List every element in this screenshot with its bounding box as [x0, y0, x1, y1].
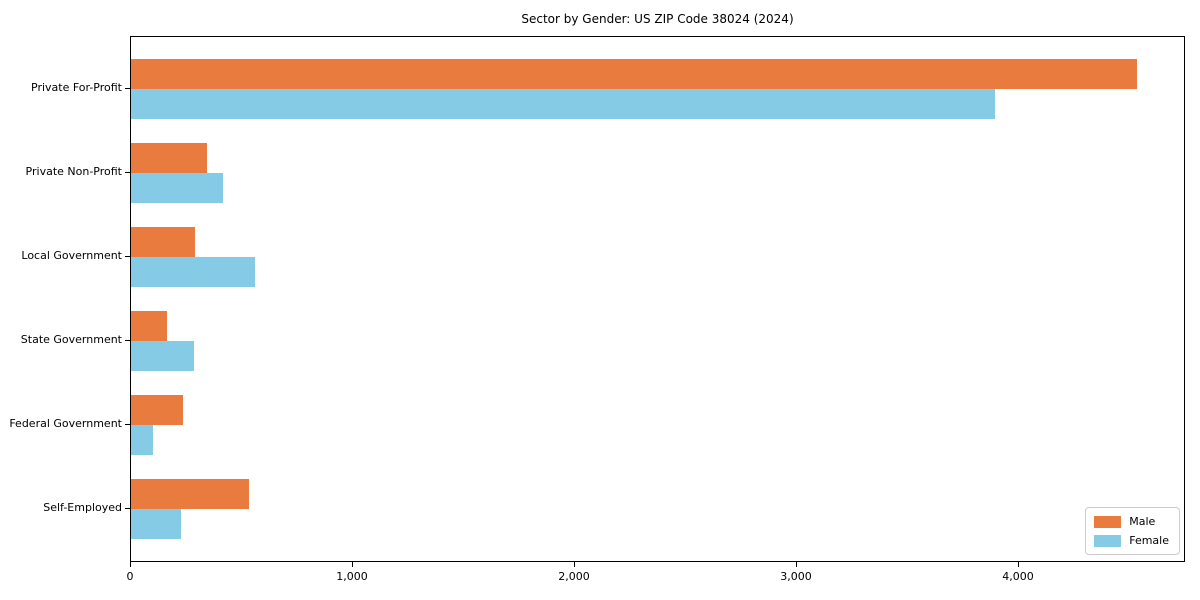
- ytick-label: Private Non-Profit: [25, 165, 122, 178]
- male-swatch: [1094, 515, 1122, 528]
- ytick-label: Private For-Profit: [31, 81, 122, 94]
- xtick-label: 1,000: [336, 570, 368, 583]
- bar-male-1: [131, 59, 1137, 89]
- xtick-label: 4,000: [1002, 570, 1034, 583]
- xtick-mark: [130, 562, 131, 567]
- ytick-label: Federal Government: [9, 417, 122, 430]
- xtick-label: 3,000: [780, 570, 812, 583]
- plot-area: Male Female: [130, 36, 1185, 562]
- bar-female-2: [131, 173, 223, 203]
- bar-male-5: [131, 395, 183, 425]
- ytick-mark: [125, 88, 130, 89]
- bar-female-5: [131, 425, 153, 455]
- xtick-mark: [352, 562, 353, 567]
- ytick-label: State Government: [20, 333, 122, 346]
- ytick-mark: [125, 424, 130, 425]
- xtick-label: 2,000: [558, 570, 590, 583]
- legend-label-male: Male: [1129, 515, 1156, 528]
- bar-female-1: [131, 89, 995, 119]
- chart-title: Sector by Gender: US ZIP Code 38024 (202…: [521, 12, 794, 26]
- bar-male-3: [131, 227, 195, 257]
- xtick-mark: [796, 562, 797, 567]
- ytick-mark: [125, 256, 130, 257]
- xtick-mark: [1018, 562, 1019, 567]
- ytick-mark: [125, 340, 130, 341]
- bar-female-6: [131, 509, 181, 539]
- legend-item-female: Female: [1094, 534, 1169, 547]
- xtick-mark: [574, 562, 575, 567]
- bar-female-4: [131, 341, 194, 371]
- bar-male-6: [131, 479, 249, 509]
- legend: Male Female: [1085, 507, 1180, 555]
- bar-male-4: [131, 311, 167, 341]
- legend-item-male: Male: [1094, 515, 1169, 528]
- ytick-mark: [125, 508, 130, 509]
- bar-female-3: [131, 257, 255, 287]
- bar-male-2: [131, 143, 207, 173]
- ytick-label: Self-Employed: [43, 501, 122, 514]
- ytick-label: Local Government: [21, 249, 122, 262]
- female-swatch: [1094, 534, 1122, 547]
- xtick-label: 0: [126, 570, 134, 583]
- legend-label-female: Female: [1129, 534, 1169, 547]
- ytick-mark: [125, 172, 130, 173]
